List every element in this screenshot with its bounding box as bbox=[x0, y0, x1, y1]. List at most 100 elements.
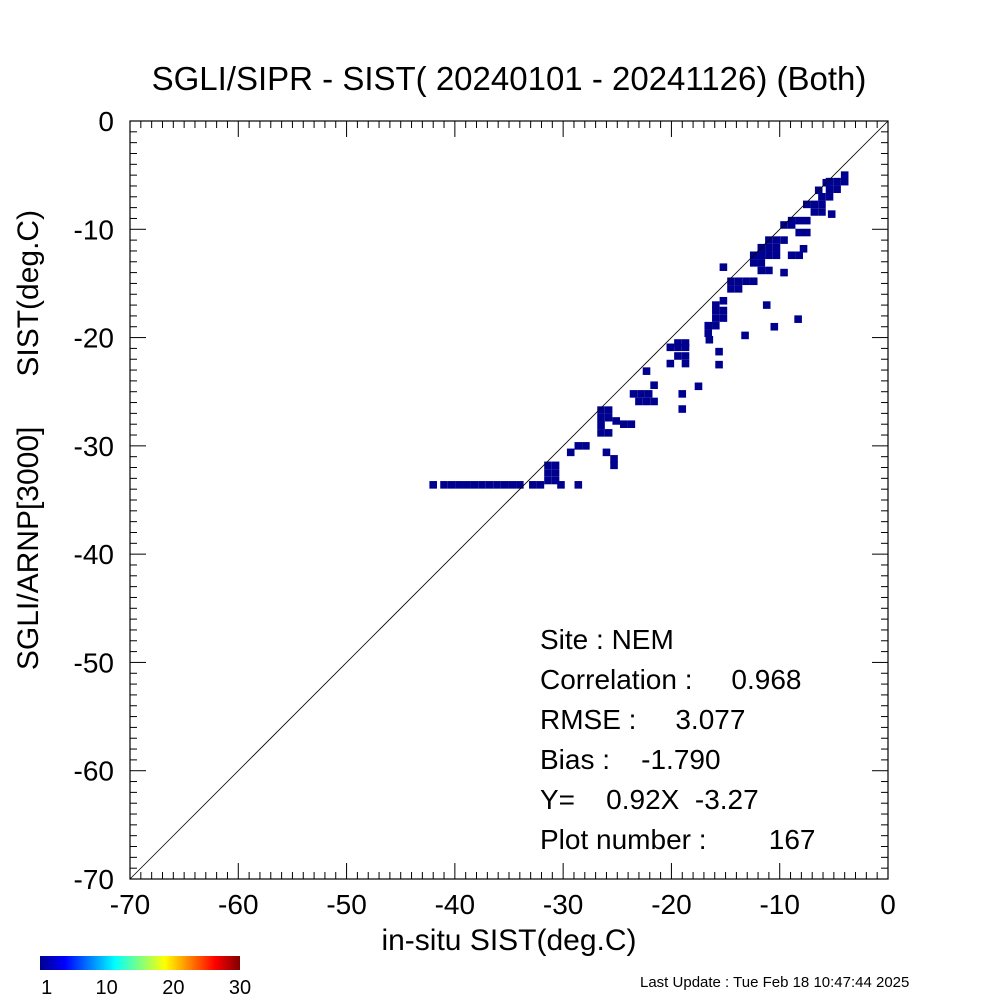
density-cell bbox=[704, 321, 713, 330]
chart-title: SGLI/SIPR - SIST( 20240101 - 20241126) (… bbox=[152, 60, 867, 97]
density-cell bbox=[681, 339, 690, 347]
x-tick-label: -70 bbox=[110, 889, 150, 920]
x-tick-label: -20 bbox=[651, 889, 691, 920]
y-tick-label: 0 bbox=[98, 106, 114, 137]
density-cell bbox=[705, 335, 714, 344]
density-cell bbox=[802, 228, 811, 237]
density-cell bbox=[794, 315, 802, 323]
y-tick-label: -20 bbox=[74, 323, 114, 354]
density-cell bbox=[742, 277, 750, 286]
y-tick-labels: -70 -60 -50 -40 -30 -20 -10 0 bbox=[74, 106, 114, 895]
density-cell bbox=[802, 216, 811, 225]
density-cell bbox=[681, 359, 690, 368]
x-tick-label: -60 bbox=[218, 889, 258, 920]
density-cell bbox=[741, 331, 749, 340]
density-cell bbox=[715, 360, 723, 369]
density-cell bbox=[429, 481, 437, 489]
colorbar-tick-label: 1 bbox=[41, 977, 52, 999]
density-cell bbox=[544, 476, 552, 485]
density-cell bbox=[627, 420, 636, 428]
density-cell bbox=[493, 481, 501, 489]
y-tick-label: -60 bbox=[74, 756, 114, 787]
colorbar-tick-labels: 1 10 20 30 bbox=[41, 977, 251, 999]
density-cell bbox=[712, 314, 720, 322]
density-cell bbox=[749, 277, 758, 286]
density-cell bbox=[500, 481, 509, 489]
density-cell bbox=[650, 397, 658, 406]
density-cell bbox=[734, 285, 743, 293]
density-cell bbox=[582, 442, 590, 450]
density-cell bbox=[666, 359, 675, 368]
y-tick-label: -50 bbox=[74, 647, 114, 678]
density-cell bbox=[795, 251, 803, 260]
stat-rmse: RMSE : 3.077 bbox=[540, 704, 745, 735]
colorbar-tick-label: 30 bbox=[229, 977, 251, 999]
density-cell bbox=[551, 461, 560, 470]
stat-plot-number: Plot number : 167 bbox=[540, 824, 815, 855]
colorbar-tick-label: 20 bbox=[162, 977, 184, 999]
density-cell bbox=[612, 417, 620, 425]
density-cell bbox=[604, 413, 613, 422]
density-cell bbox=[597, 406, 605, 414]
density-cell bbox=[455, 481, 463, 489]
density-cells bbox=[429, 171, 849, 489]
density-cell bbox=[681, 352, 690, 360]
density-cell bbox=[780, 268, 788, 277]
density-cell bbox=[566, 448, 575, 457]
density-cell bbox=[642, 397, 651, 406]
density-cell bbox=[597, 413, 605, 422]
density-cell bbox=[674, 339, 682, 347]
y-axis-label: SGLI/ARNP[3000] SIST(deg.C) bbox=[12, 210, 45, 670]
density-cell bbox=[719, 296, 728, 305]
density-cell bbox=[818, 200, 826, 209]
density-cell bbox=[757, 266, 766, 275]
density-cell bbox=[674, 343, 682, 352]
stat-bias: Bias : -1.790 bbox=[540, 744, 721, 775]
density-cell bbox=[610, 461, 618, 470]
x-tick-label: -40 bbox=[435, 889, 475, 920]
density-cell bbox=[674, 352, 682, 360]
y-tick-label: -10 bbox=[74, 214, 114, 245]
y-tick-label: -70 bbox=[74, 864, 114, 895]
density-cell bbox=[757, 259, 766, 267]
density-cell bbox=[840, 171, 849, 179]
density-cell bbox=[719, 314, 728, 322]
colorbar-tick-label: 10 bbox=[96, 977, 118, 999]
density-cell bbox=[810, 200, 819, 209]
density-cell bbox=[772, 251, 781, 260]
x-tick-label: -10 bbox=[759, 889, 799, 920]
density-cell bbox=[772, 236, 781, 244]
density-cell bbox=[551, 476, 560, 485]
density-cell bbox=[462, 481, 471, 489]
density-cell bbox=[678, 405, 687, 413]
density-cell bbox=[827, 210, 836, 218]
density-cell bbox=[610, 455, 618, 463]
density-cell bbox=[734, 277, 743, 286]
density-cell bbox=[597, 429, 605, 437]
density-cell bbox=[544, 469, 552, 477]
density-cell bbox=[810, 208, 819, 216]
stat-fit: Y= 0.92X -3.27 bbox=[540, 784, 759, 815]
density-cell bbox=[712, 321, 720, 330]
density-cell bbox=[536, 481, 545, 489]
y-tick-label: -40 bbox=[74, 539, 114, 570]
density-cell bbox=[666, 343, 675, 352]
density-cell bbox=[644, 390, 653, 398]
density-cell bbox=[557, 481, 565, 489]
density-cell bbox=[787, 251, 796, 260]
density-cell bbox=[637, 390, 645, 398]
density-cell bbox=[727, 277, 735, 286]
density-cell bbox=[712, 306, 720, 315]
axis-ticks bbox=[129, 120, 889, 880]
density-cell bbox=[795, 216, 803, 225]
density-cell bbox=[574, 442, 583, 450]
x-tick-labels: -70 -60 -50 -40 -30 -20 -10 0 bbox=[110, 889, 896, 920]
stats-box: Site : NEM Correlation : 0.968 RMSE : 3.… bbox=[540, 624, 815, 855]
density-cell bbox=[719, 306, 728, 315]
density-cell bbox=[787, 221, 796, 229]
stat-correlation: Correlation : 0.968 bbox=[540, 664, 801, 695]
last-update-text: Last Update : Tue Feb 18 10:47:44 2025 bbox=[640, 974, 909, 991]
x-tick-label: 0 bbox=[880, 889, 896, 920]
density-cell bbox=[799, 244, 808, 253]
density-cell bbox=[516, 481, 524, 489]
